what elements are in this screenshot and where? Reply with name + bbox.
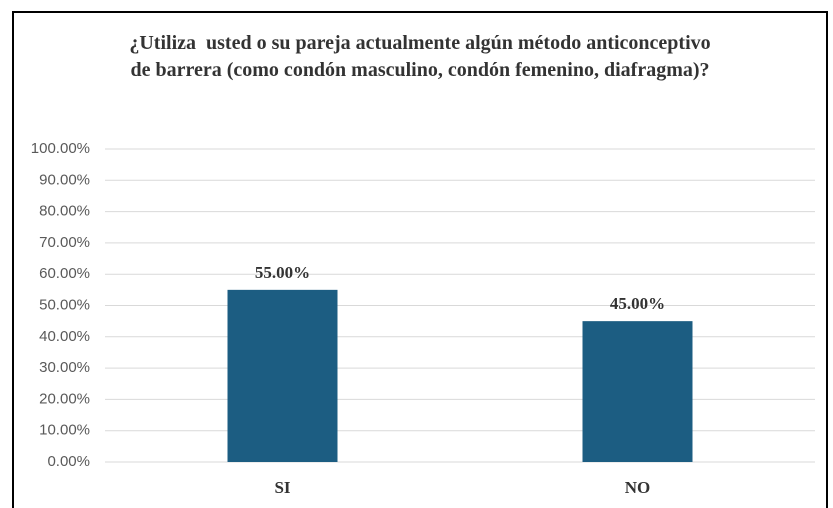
y-tick-label: 90.00%: [39, 171, 90, 188]
y-tick-label: 20.00%: [39, 390, 90, 407]
y-tick-label: 60.00%: [39, 265, 90, 282]
y-tick-label: 100.00%: [31, 140, 90, 157]
y-tick-label: 70.00%: [39, 234, 90, 251]
value-label: 55.00%: [255, 263, 310, 282]
bar: [227, 289, 338, 462]
y-tick-label: 10.00%: [39, 422, 90, 439]
x-tick-label: NO: [625, 478, 651, 497]
x-tick-label: SI: [274, 478, 290, 497]
value-label: 45.00%: [610, 294, 665, 313]
chart-title: ¿Utiliza usted o su pareja actualmente a…: [129, 32, 716, 81]
y-tick-label: 0.00%: [47, 453, 90, 470]
y-tick-label: 50.00%: [39, 296, 90, 313]
y-tick-label: 40.00%: [39, 328, 90, 345]
bar: [582, 321, 693, 462]
y-tick-label: 80.00%: [39, 203, 90, 220]
y-tick-label: 30.00%: [39, 359, 90, 376]
chart-frame: [12, 11, 828, 508]
